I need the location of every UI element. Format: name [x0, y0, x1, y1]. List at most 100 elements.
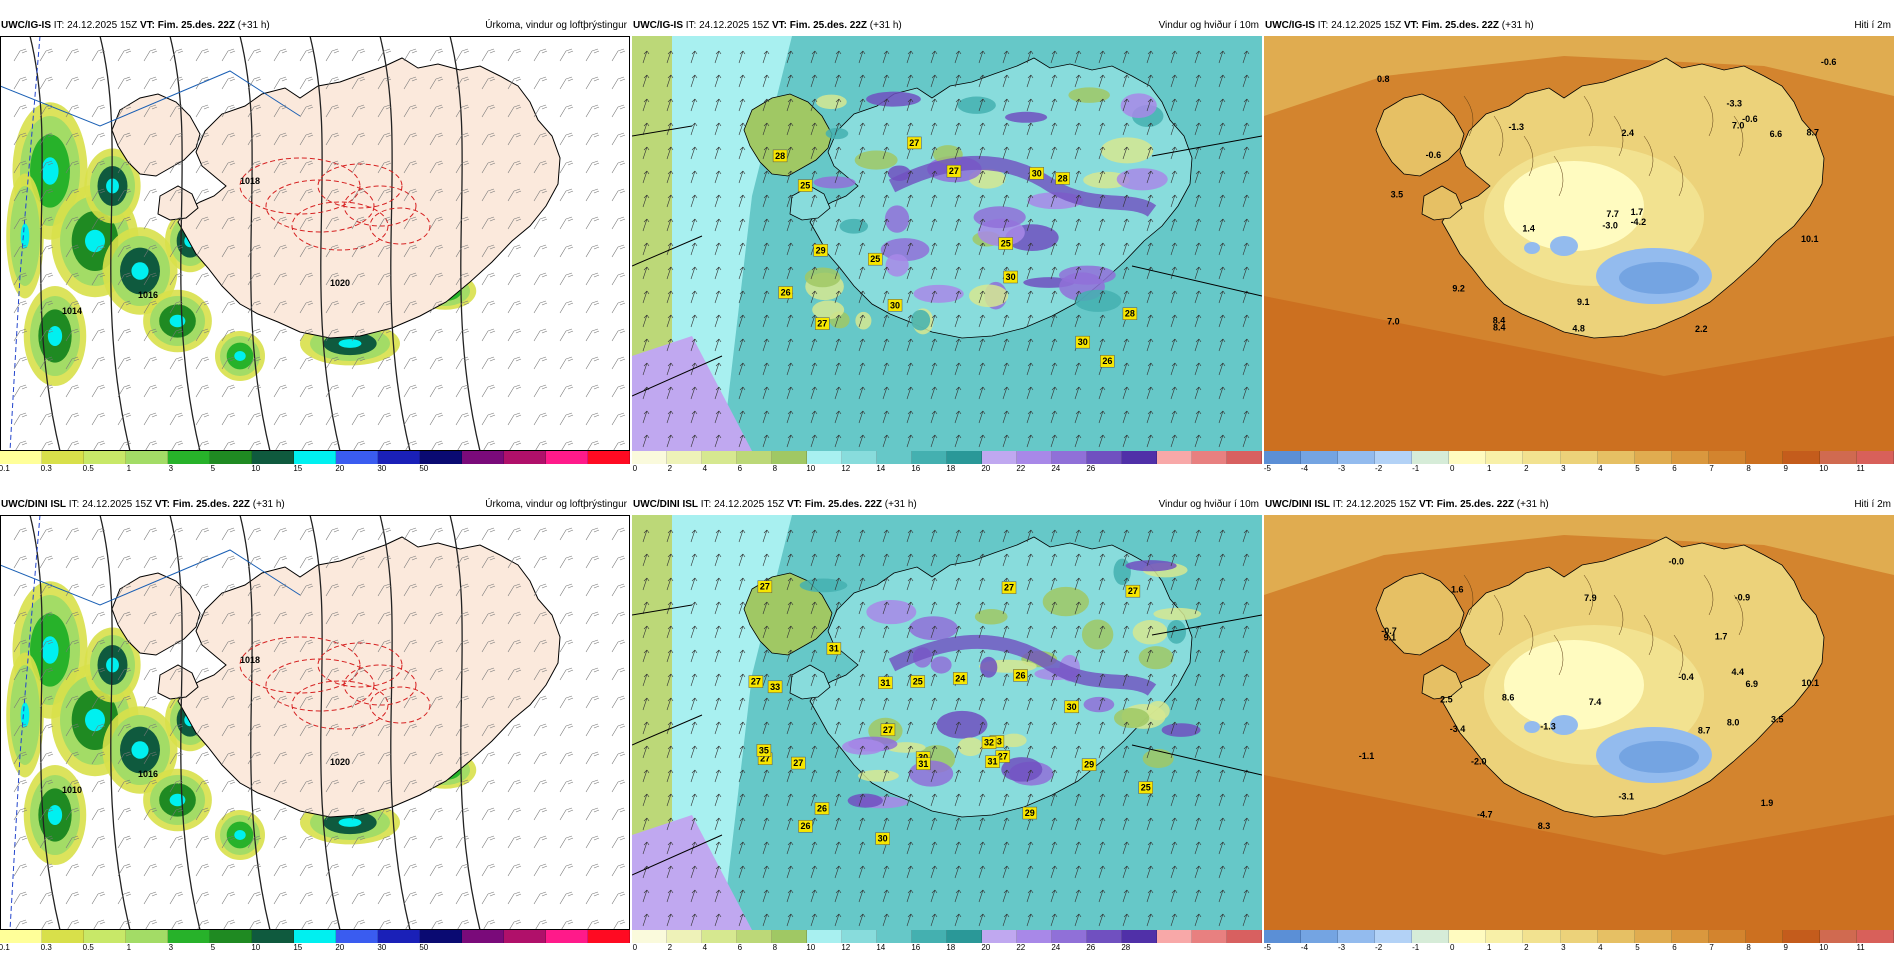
colorbar-tick-label: 16	[911, 943, 921, 952]
gust-label: 30	[875, 832, 890, 845]
wind-barb	[429, 412, 444, 426]
panel-header: UWC/IG-IS IT: 24.12.2025 15Z VT: Fim. 25…	[632, 18, 1262, 34]
wind-arrow	[714, 146, 722, 160]
wind-arrow	[786, 194, 794, 208]
colorbar-tick-label: 16	[911, 464, 921, 473]
wind-barb	[247, 132, 262, 146]
wind-arrow	[954, 338, 962, 352]
peninsula-land	[157, 185, 199, 221]
wind-arrow	[1002, 410, 1010, 424]
wind-arrow	[738, 98, 746, 112]
wind-arrow	[810, 553, 818, 567]
wind-patch	[968, 284, 1009, 308]
colorbar-tick-label: 3	[168, 943, 174, 952]
wind-arrow	[1146, 410, 1154, 424]
gust-value: 27	[949, 166, 959, 176]
wind-barb	[533, 611, 548, 625]
wind-arrow	[762, 601, 770, 615]
gust-label: 30	[887, 299, 903, 312]
wind-barb	[221, 328, 236, 342]
wind-arrow	[1098, 529, 1106, 543]
wind-arrow	[930, 266, 938, 280]
wind-arrow	[1098, 242, 1106, 256]
wind-barb	[455, 779, 470, 793]
wind-barb	[403, 412, 418, 426]
panel-temp-dini: UWC/DINI ISL IT: 24.12.2025 15Z VT: Fim.…	[1264, 497, 1895, 952]
wind-arrow	[978, 194, 986, 208]
wind-arrow	[834, 242, 842, 256]
wind-barb	[455, 835, 470, 849]
wind-arrow	[1074, 314, 1082, 328]
wind-barb	[195, 835, 210, 849]
wind-arrow	[1050, 74, 1058, 88]
wind-patch	[847, 793, 883, 808]
wind-barb	[169, 835, 184, 849]
wind-arrow	[714, 242, 722, 256]
vt-label: VT:	[1418, 499, 1434, 510]
wind-arrow	[978, 98, 986, 112]
gust-label: 27	[748, 675, 764, 688]
wind-barb	[91, 76, 106, 90]
wind-arrow	[1074, 170, 1082, 184]
colorbar-tick-label: 0	[1449, 464, 1455, 473]
wind-barb	[117, 779, 132, 793]
wind-barb	[91, 583, 106, 597]
wind-arrow	[1122, 697, 1130, 711]
wind-barb	[455, 412, 470, 426]
wind-barb	[299, 583, 314, 597]
wind-arrow	[1194, 889, 1202, 903]
wind-barb	[13, 328, 28, 342]
wind-barb	[429, 639, 444, 653]
wind-barb	[92, 440, 106, 451]
wind-arrow	[1026, 434, 1034, 448]
wind-barb	[143, 723, 158, 737]
wind-barb	[13, 751, 28, 765]
wind-barb	[117, 667, 132, 681]
wind-arrow	[906, 529, 914, 543]
wind-barb	[403, 300, 418, 314]
colorbar-segment	[1338, 930, 1376, 943]
vt-value: Fim. 25.des. 22Z	[157, 20, 236, 31]
wind-arrow	[1146, 434, 1154, 448]
colorbar-segment	[462, 930, 504, 943]
colorbar-tick-label: 50	[419, 464, 429, 473]
wind-arrow	[1098, 434, 1106, 448]
panel-wind-dini: UWC/DINI ISL IT: 24.12.2025 15Z VT: Fim.…	[632, 497, 1262, 952]
wind-arrow	[1242, 434, 1250, 448]
wind-arrow	[858, 314, 866, 328]
wind-arrow	[1194, 410, 1202, 424]
wind-arrow	[690, 769, 698, 783]
wind-arrow	[954, 50, 962, 64]
wind-arrow	[1218, 529, 1226, 543]
wind-barb	[143, 807, 158, 821]
wind-barb	[39, 300, 54, 314]
wind-barb	[377, 611, 392, 625]
wind-arrow	[1146, 529, 1154, 543]
gust-label: 25	[1138, 781, 1153, 794]
wind-barb	[299, 891, 314, 905]
wind-barb	[195, 244, 210, 258]
wind-arrow	[642, 625, 650, 639]
wind-barb	[611, 412, 626, 426]
wind-barb	[247, 695, 262, 709]
wind-barb	[39, 527, 54, 541]
wind-barb	[195, 412, 210, 426]
wind-barb	[455, 160, 470, 174]
wind-barb	[481, 244, 496, 258]
wind-arrow	[786, 697, 794, 711]
wind-barb	[91, 723, 106, 737]
temp-value: 9.1	[1577, 297, 1590, 307]
wind-barb	[377, 583, 392, 597]
wind-arrow	[738, 434, 746, 448]
wind-barb	[585, 48, 600, 62]
map-svg: 7.0-0.610.14.87.09.28.7-0.69.16.62.20.82…	[1264, 36, 1894, 451]
wind-arrow	[1242, 865, 1250, 879]
wind-arrow	[1026, 625, 1034, 639]
wind-arrow	[1122, 793, 1130, 807]
wind-arrow	[1218, 889, 1226, 903]
wind-arrow	[858, 697, 866, 711]
wind-arrow	[1218, 625, 1226, 639]
wind-barb	[377, 807, 392, 821]
wind-arrow	[1194, 673, 1202, 687]
wind-barb	[221, 244, 236, 258]
